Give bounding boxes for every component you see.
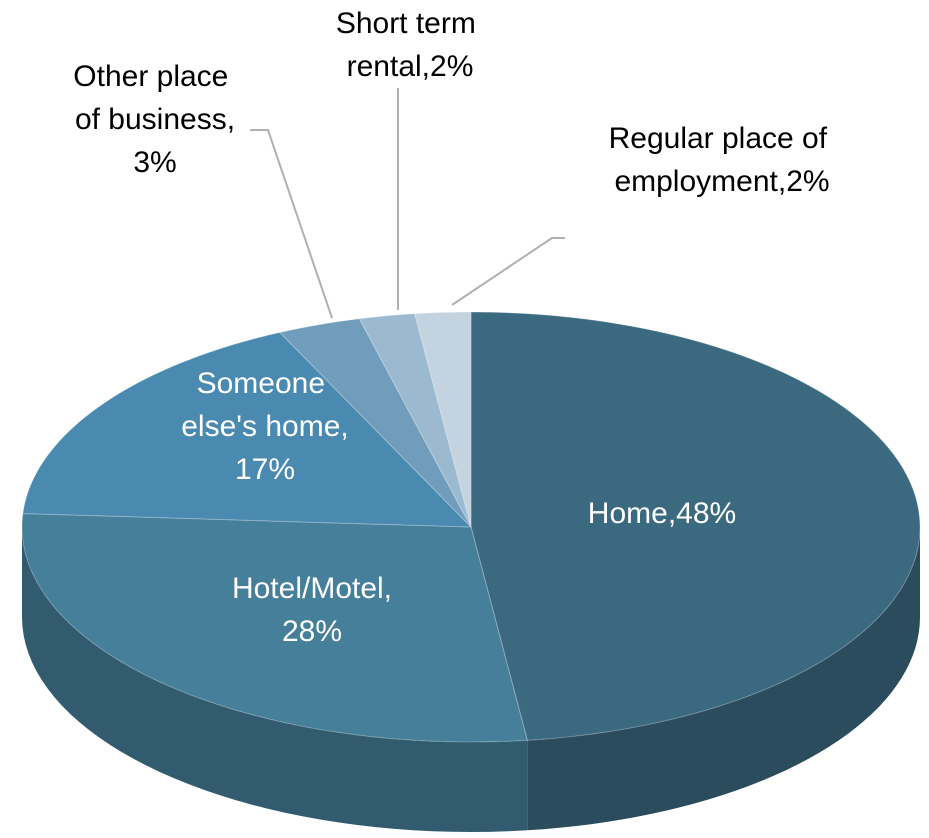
pie xyxy=(21,311,921,832)
slice-side xyxy=(22,527,528,832)
category-label: Regular place of employment, xyxy=(609,122,836,198)
slice xyxy=(414,311,472,528)
label-line: Regular place of xyxy=(609,122,836,155)
value-label: 48% xyxy=(676,497,736,530)
category-label: Hotel/Motel, xyxy=(232,572,392,605)
label-line: employment, xyxy=(614,165,786,198)
label-line: Someone xyxy=(197,367,334,400)
slice xyxy=(470,311,921,741)
label-line: Short term xyxy=(336,7,484,40)
value-label: 2% xyxy=(430,50,473,83)
category-label: Other place of business, xyxy=(73,60,236,136)
label-line: of business, xyxy=(75,103,235,136)
label-line: Other place xyxy=(73,60,236,93)
slice xyxy=(278,318,472,528)
category-label: Home, xyxy=(588,497,676,530)
value-label: 17% xyxy=(235,453,295,486)
category-label: Short term rental, xyxy=(336,7,484,83)
label-line: Hotel/Motel, xyxy=(232,572,392,605)
label-line: rental, xyxy=(347,50,430,83)
slice xyxy=(21,512,528,743)
value-label: 3% xyxy=(133,146,176,179)
label-line: else's home, xyxy=(181,410,348,443)
slice xyxy=(22,331,473,528)
slice-side xyxy=(527,527,920,831)
label-line: Home, xyxy=(588,497,676,530)
value-label: 28% xyxy=(282,615,342,648)
slice xyxy=(358,313,472,528)
leader-line xyxy=(250,129,333,319)
category-label: Someone else's home, xyxy=(181,367,348,443)
labels: Home, 48% Hotel/Motel, 28% Someone else's h… xyxy=(73,7,835,648)
value-label: 2% xyxy=(786,165,829,198)
leader-line xyxy=(451,237,565,306)
